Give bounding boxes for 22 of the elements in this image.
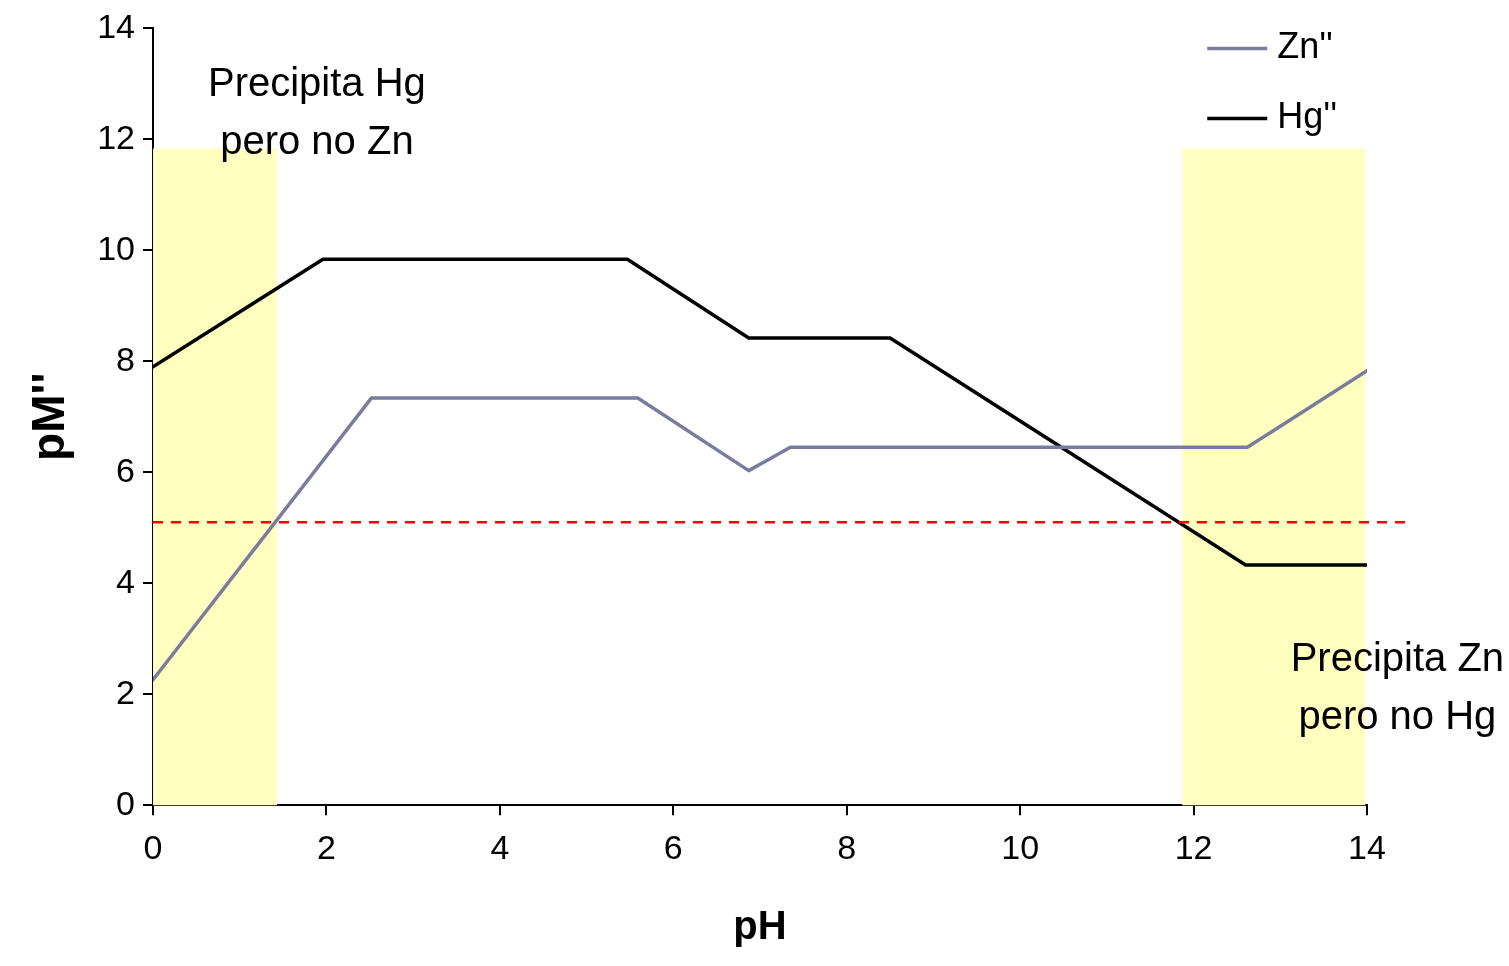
y-tick-label: 12 bbox=[97, 117, 136, 156]
x-tick-label: 14 bbox=[1348, 827, 1386, 866]
legend-label: Hg'' bbox=[1277, 95, 1337, 137]
legend-label: Zn'' bbox=[1277, 25, 1333, 67]
x-tick-label: 6 bbox=[663, 827, 683, 866]
y-tick-label: 4 bbox=[116, 561, 136, 600]
annotation: Precipita Hg pero no Zn bbox=[207, 59, 426, 162]
y-tick-label: 2 bbox=[116, 672, 136, 711]
x-tick-label: 10 bbox=[1001, 827, 1040, 866]
y-tick-label: 8 bbox=[116, 339, 136, 378]
x-tick-label: 4 bbox=[490, 827, 510, 866]
x-axis-title: pH bbox=[733, 903, 787, 948]
x-tick-label: 0 bbox=[143, 827, 163, 866]
y-tick-label: 6 bbox=[116, 450, 136, 489]
y-axis-title: pM'' bbox=[22, 372, 75, 461]
x-tick-label: 12 bbox=[1174, 827, 1213, 866]
annotation: Precipita Zn pero no Hg bbox=[1290, 634, 1505, 737]
y-tick-label: 14 bbox=[97, 6, 136, 45]
y-tick-label: 10 bbox=[97, 228, 136, 267]
x-tick-label: 8 bbox=[837, 827, 857, 866]
y-tick-label: 0 bbox=[116, 783, 136, 822]
x-tick-label: 2 bbox=[316, 827, 336, 866]
